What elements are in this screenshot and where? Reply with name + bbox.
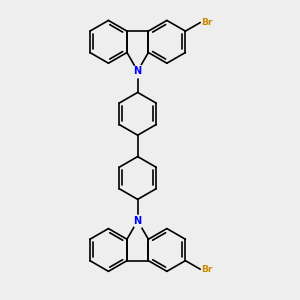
Text: N: N <box>134 216 142 226</box>
Text: Br: Br <box>201 265 212 274</box>
Text: N: N <box>134 66 142 76</box>
Text: Br: Br <box>201 18 212 27</box>
